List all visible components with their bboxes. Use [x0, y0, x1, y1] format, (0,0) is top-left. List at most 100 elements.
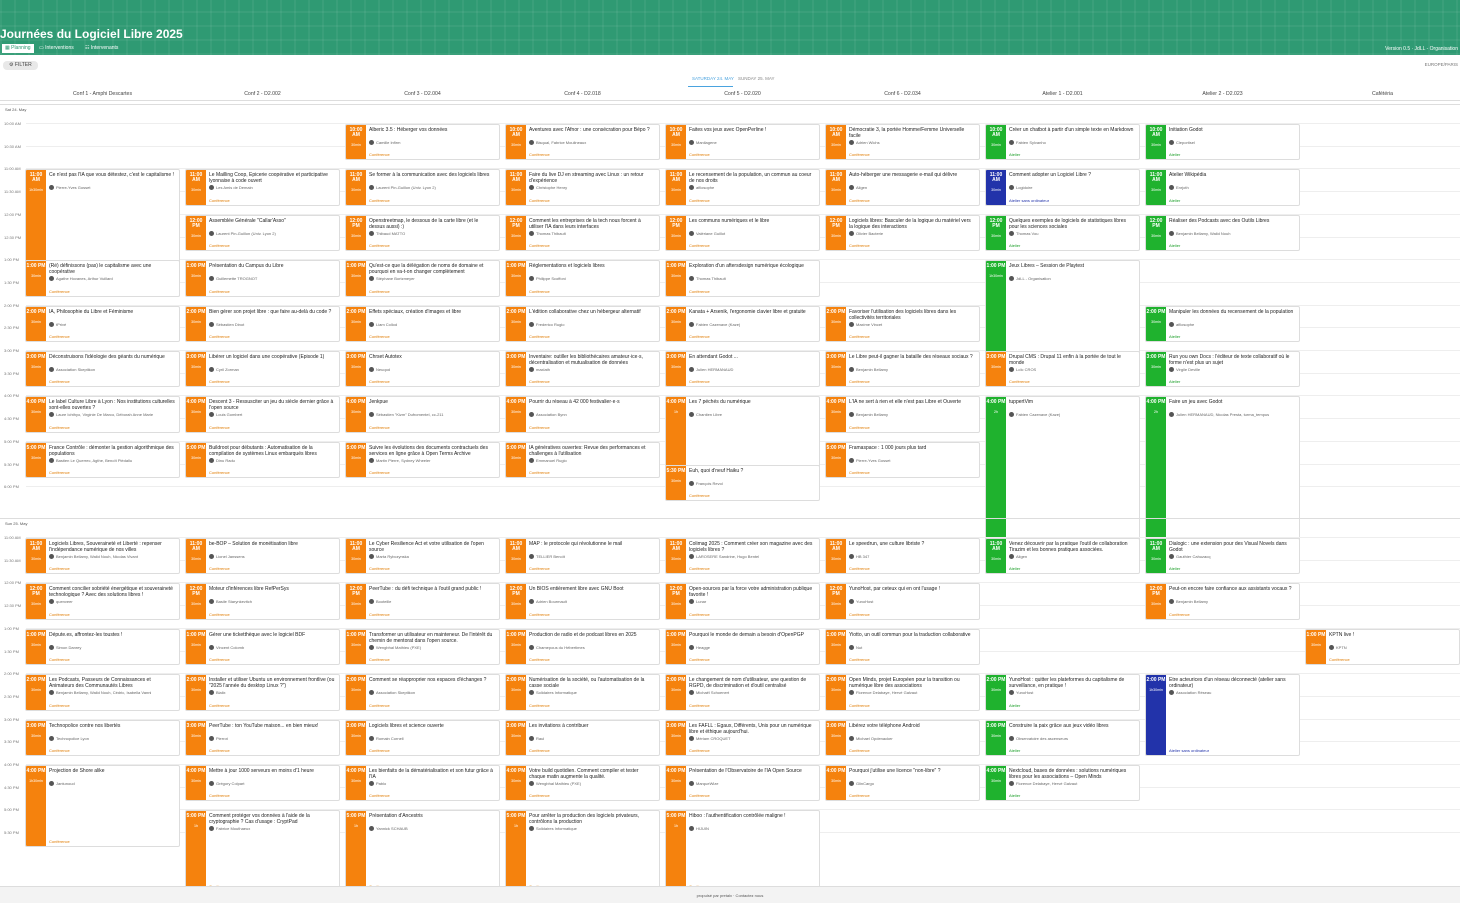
session-card[interactable]: 4:00 PM 30min Le label Culture Libre à Lyo… — [25, 396, 180, 433]
session-card[interactable]: 2:00 PM 30min YunoHost : quitter les plate… — [985, 674, 1140, 711]
session-card[interactable]: 4:00 PM 30min Mettre à jour 1000 serveurs … — [185, 765, 340, 802]
session-card[interactable]: 10:00 AM 30min Initiation Godot Cleportisel… — [1145, 124, 1300, 161]
session-card[interactable]: 11:00 AM 30min Logiciels Libres, Souverain… — [25, 538, 180, 575]
session-card[interactable]: 2:00 PM 30min Manipuler les données du rec… — [1145, 305, 1300, 342]
session-card[interactable]: 10:00 AM 30min Faites vos jeux avec OpenPe… — [665, 124, 820, 161]
session-card[interactable]: 3:00 PM 30min PeerTube : ton YouTube maiso… — [185, 719, 340, 756]
session-card[interactable]: 1:00 PM 30min KPTN live ! KPTN Conférence — [1305, 628, 1460, 666]
session-card[interactable]: 11:00 AM 30min Comment adopter un Logiciel… — [985, 169, 1140, 206]
session-card[interactable]: 3:00 PM 30min Déconstruisons l'idéologie d… — [25, 351, 180, 388]
session-card[interactable]: 2:00 PM 30min Le changement de nom d'utili… — [665, 674, 820, 711]
session-card[interactable]: 11:00 AM 30min Se former à la communicatio… — [345, 169, 500, 206]
session-card[interactable]: 11:00 AM 30min Colimag 2025 : Comment crée… — [665, 538, 820, 575]
session-card[interactable]: 12:00 PM 30min Peut-on encore faire confia… — [1145, 583, 1300, 620]
session-card[interactable]: 12:00 PM 30min Comment les entreprises de … — [505, 214, 660, 252]
session-card[interactable]: 12:00 PM 30min Comment concilier sobriété … — [25, 583, 180, 620]
session-card[interactable]: 1:00 PM 30min Réglementations et logiciels… — [505, 260, 660, 297]
session-card[interactable]: 3:00 PM 30min Les FAFLL : Égaux, Différent… — [665, 719, 820, 756]
session-card[interactable]: 4:00 PM 1h30min Projection de Shore alike J… — [25, 765, 180, 847]
session-card[interactable]: 1:00 PM 30min Gérer une ticketthèque avec … — [185, 628, 340, 666]
session-card[interactable]: 4:00 PM 30min Pourquoi j'utilise une licen… — [825, 765, 980, 802]
day-tab-saturday[interactable]: SATURDAY 24. MAY — [692, 76, 734, 81]
session-card[interactable]: 2:00 PM 30min Favoriser l'utilisation des … — [825, 305, 980, 342]
session-card[interactable]: 11:00 AM 30min Le Cyber Resilience Act et … — [345, 538, 500, 575]
tab-planning[interactable]: ▦ Planning — [2, 44, 34, 53]
session-card[interactable]: 1:00 PM 30min Présentation du Campus du Li… — [185, 260, 340, 297]
session-card[interactable]: 2:00 PM 30min Comment se réapproprier nos … — [345, 674, 500, 711]
session-card[interactable]: 10:00 AM 30min Alberic 3.5 : Héberger vos … — [345, 124, 500, 161]
session-card[interactable]: 5:00 PM 30min France Contrôle : démonter l… — [25, 441, 180, 479]
session-card[interactable]: 2:00 PM 1h30min Être acteurices d'un résea… — [1145, 674, 1300, 756]
session-card[interactable]: 11:00 AM 30min Faire du live DJ en streami… — [505, 169, 660, 206]
session-card[interactable]: 12:00 PM 30min Logiciels libres: Basculer … — [825, 214, 980, 252]
session-card[interactable]: 5:00 PM 30min IA génératives ouvertes: Rev… — [505, 441, 660, 479]
session-card[interactable]: 4:00 PM 30min Jenkpue Sébastien "Kizm" Dufr… — [345, 396, 500, 433]
session-card[interactable]: 5:00 PM 1h Présentation d'Ancestris Yannick… — [345, 810, 500, 893]
session-card[interactable]: 3:00 PM 30min Les invitations à contribuer… — [505, 719, 660, 756]
session-card[interactable]: 5:30 PM 30min Euh, quoi d'neuf Haiku ? Fran… — [665, 464, 820, 501]
session-card[interactable]: 3:00 PM 30min Inventaire: outiller les bib… — [505, 351, 660, 388]
session-card[interactable]: 11:00 AM 30min MAP : le protocole qui révo… — [505, 538, 660, 575]
session-card[interactable]: 3:00 PM 30min Libérer un logiciel dans une… — [185, 351, 340, 388]
session-card[interactable]: 3:00 PM 30min Drupal CMS : Drupal 11 enfin… — [985, 351, 1140, 388]
session-card[interactable]: 10:00 AM 30min Aventures avec l'Afnor : un… — [505, 124, 660, 161]
session-card[interactable]: 5:00 PM 1h Hiboo : l'authentification cont… — [665, 810, 820, 893]
session-card[interactable]: 2:00 PM 30min Les Podcasts, Passeurs de Co… — [25, 674, 180, 711]
session-card[interactable]: 11:00 AM 30min Atelier Wikipédia Enrjoth Ate… — [1145, 169, 1300, 206]
session-card[interactable]: 12:00 PM 30min Les communs numériques et l… — [665, 214, 820, 252]
session-card[interactable]: 12:00 PM 30min Openstreetmap, le dessous d… — [345, 214, 500, 252]
session-card[interactable]: 1:00 PM 30min Qu'est-ce que la délégation … — [345, 260, 500, 297]
session-card[interactable]: 12:00 PM 30min PeerTube : du défi techniqu… — [345, 583, 500, 620]
session-card[interactable]: 11:00 AM 30min Dialogic : une extension po… — [1145, 538, 1300, 575]
session-card[interactable]: 10:00 AM 30min Démocratie 3, la portée Hom… — [825, 124, 980, 161]
session-card[interactable]: 3:00 PM 30min Chrset Autotex Neuqod Conféren… — [345, 351, 500, 388]
session-card[interactable]: 4:00 PM 30min Votre build quotidien. Comme… — [505, 765, 660, 802]
session-card[interactable]: 11:00 AM 30min Le recensement de la popula… — [665, 169, 820, 206]
session-card[interactable]: 1:00 PM 30min Pourquoi le monde de demain … — [665, 628, 820, 666]
session-card[interactable]: 3:00 PM 30min Technopolice contre nos libe… — [25, 719, 180, 756]
session-card[interactable]: 1:00 PM 30min Exploration d'un aftersdesig… — [665, 260, 820, 297]
session-card[interactable]: 12:00 PM 30min Moteur d'inférences libre R… — [185, 583, 340, 620]
session-card[interactable]: 11:00 AM 30min Le Mailling Coop, Épicerie … — [185, 169, 340, 206]
session-card[interactable]: 2:00 PM 30min Kanata + Arsenik, l'ergonomi… — [665, 305, 820, 342]
session-card[interactable]: 12:00 PM 30min Réaliser des Podcasts avec … — [1145, 214, 1300, 252]
session-card[interactable]: 4:00 PM 30min Les bienfaits de la dématéri… — [345, 765, 500, 802]
session-card[interactable]: 3:00 PM 30min En attendant Godot ... Julien… — [665, 351, 820, 388]
day-tab-sunday[interactable]: SUNDAY 25. MAY — [738, 76, 775, 81]
tab-intervenants[interactable]: ☷ Intervenants — [85, 45, 119, 51]
session-card[interactable]: 3:00 PM 30min Le Libre peut-il gagner la b… — [825, 351, 980, 388]
session-card[interactable]: 3:00 PM 30min Construire la paix grâce aux… — [985, 719, 1140, 756]
session-card[interactable]: 4:00 PM 30min Présentation de l'Observatoi… — [665, 765, 820, 802]
session-card[interactable]: 4:00 PM 30min Pourrir du réseau à 42 000 f… — [505, 396, 660, 433]
session-card[interactable]: 2:00 PM 30min Open Minds, projet Européen … — [825, 674, 980, 711]
session-card[interactable]: 1:00 PM 30min Députe.es, affrontez-les tou… — [25, 628, 180, 666]
session-card[interactable]: 3:00 PM 30min Run you own Docs : l'éditeur… — [1145, 351, 1300, 388]
session-card[interactable]: 2:00 PM 30min Numérisation de la société, … — [505, 674, 660, 711]
session-card[interactable]: 5:00 PM 30min Buildroot pour débutants : A… — [185, 441, 340, 479]
session-card[interactable]: 11:00 AM 30min Venez découvrir par la prat… — [985, 538, 1140, 575]
session-card[interactable]: 3:00 PM 30min Libérez votre téléphone Andr… — [825, 719, 980, 756]
session-card[interactable]: 12:00 PM 30min Assemblée Générale "Callar'… — [185, 214, 340, 252]
tab-interventions[interactable]: ▭ Interventions — [39, 45, 74, 51]
session-card[interactable]: 5:00 PM 1h Comment protéger vos données à … — [185, 810, 340, 893]
session-card[interactable]: 12:00 PM 30min Quelques exemples de logici… — [985, 214, 1140, 252]
session-card[interactable]: 11:00 AM 30min be-BOP – Solution de monéti… — [185, 538, 340, 575]
session-card[interactable]: 2:00 PM 30min Installer et utiliser Ubuntu… — [185, 674, 340, 711]
session-card[interactable]: 1:00 PM 30min Production de radio et de po… — [505, 628, 660, 666]
session-card[interactable]: 11:00 AM 30min Auto-héberger une messageri… — [825, 169, 980, 206]
session-card[interactable]: 11:00 AM 30min Le speedrun, une culture li… — [825, 538, 980, 575]
session-card[interactable]: 4:00 PM 30min Nextcloud, bases de données … — [985, 765, 1140, 802]
filter-button[interactable]: ⚙ FILTER — [3, 61, 38, 70]
session-card[interactable]: 2:00 PM 30min L'édition collaborative chez… — [505, 305, 660, 342]
session-card[interactable]: 12:00 PM 30min YunoHost, par ceteux qui en… — [825, 583, 980, 620]
session-card[interactable]: 4:00 PM 30min Descent 3 - Ressusciter un j… — [185, 396, 340, 433]
session-card[interactable]: 10:00 AM 30min Créer un chatbot à partir d… — [985, 124, 1140, 161]
session-card[interactable]: 5:00 PM 1h Pour arrêter la production des … — [505, 810, 660, 893]
session-card[interactable]: 1:00 PM 30min Transformer un utilisateur e… — [345, 628, 500, 666]
session-card[interactable]: 1:00 PM 30min Yiotto, un outil commun pour… — [825, 628, 980, 666]
session-card[interactable]: 5:00 PM 30min Suivre les évolutions des do… — [345, 441, 500, 479]
session-card[interactable]: 1:00 PM 30min (Ré) définissons (pas) le ca… — [25, 260, 180, 297]
session-card[interactable]: 2:00 PM 30min IA, Philosophie du Libre et … — [25, 305, 180, 342]
session-card[interactable]: 5:00 PM 30min Framaspace : 1 000 jours plu… — [825, 441, 980, 479]
session-card[interactable]: 12:00 PM 30min Un BIOS entièrement libre a… — [505, 583, 660, 620]
